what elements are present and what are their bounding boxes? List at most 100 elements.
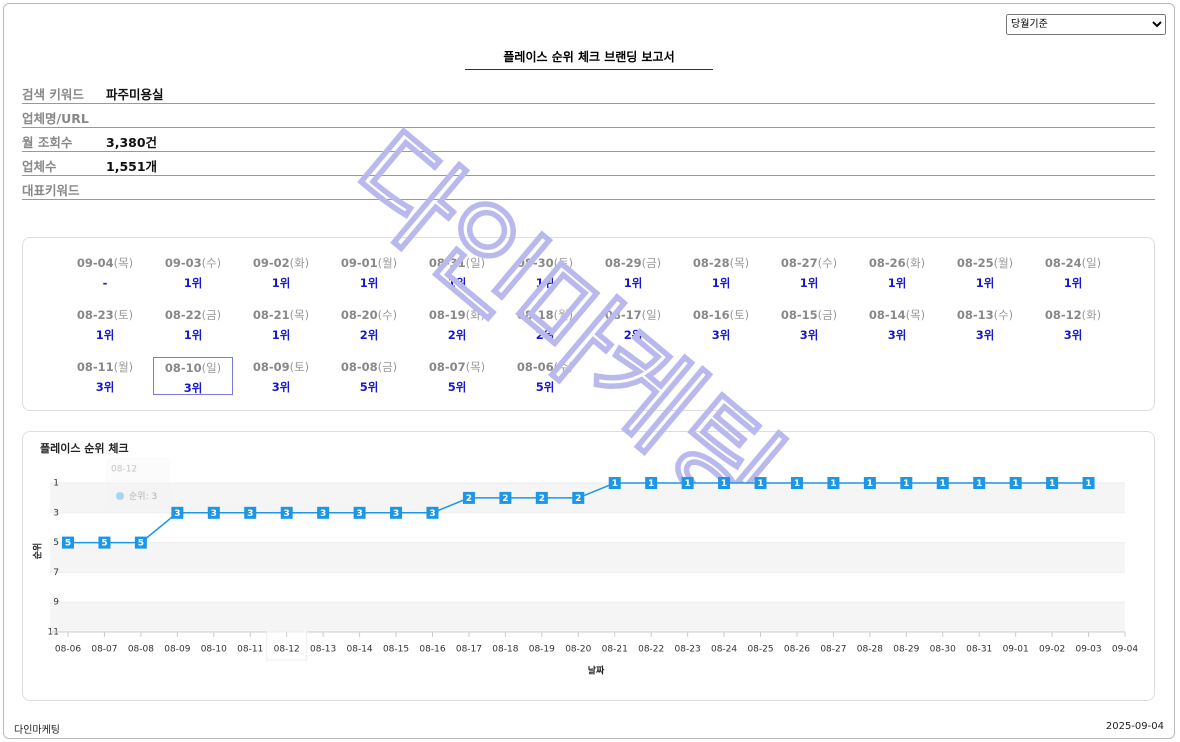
calendar-date-line: 08-27(수) (769, 253, 849, 273)
calendar-rank: 1위 (887, 276, 907, 290)
calendar-cell: 08-09(토) 3위 (241, 357, 321, 395)
calendar-cell: 09-01(월) 1위 (329, 253, 409, 291)
report-title: 플레이스 순위 체크 브랜딩 보고서 (465, 48, 713, 70)
calendar-cell: 08-10(일) 3위 (153, 357, 233, 395)
calendar-weekday: (일) (641, 308, 662, 322)
calendar-date: 08-18 (516, 308, 554, 322)
calendar-weekday: (목) (289, 308, 310, 322)
calendar-date: 08-29 (604, 256, 642, 270)
calendar-date-line: 08-22(금) (153, 305, 233, 325)
calendar-cell: 08-21(목) 1위 (241, 305, 321, 343)
calendar-rank: 1위 (271, 276, 291, 290)
calendar-date: 08-26 (868, 256, 906, 270)
calendar-rank: 1위 (95, 328, 115, 342)
calendar-date-line: 08-17(일) (593, 305, 673, 325)
calendar-weekday: (일) (465, 256, 486, 270)
calendar-weekday: (금) (641, 256, 662, 270)
calendar-rank: 1위 (1063, 276, 1083, 290)
calendar-date: 09-03 (164, 256, 202, 270)
calendar-date-line: 08-28(목) (681, 253, 761, 273)
calendar-cell: 08-16(토) 3위 (681, 305, 761, 343)
calendar-date: 08-14 (868, 308, 906, 322)
calendar-date: 08-17 (604, 308, 642, 322)
calendar-rank: 3위 (1063, 328, 1083, 342)
calendar-date: 08-06 (516, 360, 554, 374)
calendar-rank: 1위 (183, 276, 203, 290)
calendar-weekday: (월) (993, 256, 1014, 270)
calendar-weekday: (토) (289, 360, 310, 374)
calendar-date-line: 08-25(월) (945, 253, 1025, 273)
calendar-cell: 08-31(일) 1위 (417, 253, 497, 291)
calendar-rank: 3위 (711, 328, 731, 342)
calendar-cell: 08-27(수) 1위 (769, 253, 849, 291)
calendar-rank: 3위 (271, 380, 291, 394)
frame (3, 3, 1175, 739)
calendar-date-line: 08-06(수) (505, 357, 585, 377)
calendar-cell: 08-26(화) 1위 (857, 253, 937, 291)
calendar-date: 08-16 (692, 308, 730, 322)
calendar-cell: 08-19(화) 2위 (417, 305, 497, 343)
calendar-weekday: (목) (729, 256, 750, 270)
calendar-rank: - (102, 276, 108, 290)
calendar-date: 09-04 (76, 256, 114, 270)
calendar-weekday: (수) (553, 360, 574, 374)
calendar-date: 08-23 (76, 308, 114, 322)
calendar-date: 08-19 (428, 308, 466, 322)
calendar-date: 08-15 (780, 308, 818, 322)
info-label: 업체명/URL (22, 111, 89, 126)
calendar-rank: 2위 (359, 328, 379, 342)
calendar-date-line: 08-23(토) (65, 305, 145, 325)
calendar-cell: 08-11(월) 3위 (65, 357, 145, 395)
calendar-cell: 09-03(수) 1위 (153, 253, 233, 291)
calendar-date-line: 08-26(화) (857, 253, 937, 273)
info-value: 3,380건 (106, 135, 158, 150)
calendar-date-line: 08-15(금) (769, 305, 849, 325)
info-label: 대표키워드 (22, 183, 80, 198)
calendar-rank: 3위 (799, 328, 819, 342)
calendar-cell: 08-13(수) 3위 (945, 305, 1025, 343)
calendar-weekday: (수) (377, 308, 398, 322)
calendar-rank: 3위 (887, 328, 907, 342)
calendar-cell: 08-14(목) 3위 (857, 305, 937, 343)
calendar-date-line: 08-19(화) (417, 305, 497, 325)
info-row: 검색 키워드 파주미용실 (22, 80, 1155, 104)
calendar-date: 08-13 (956, 308, 994, 322)
calendar-rank: 1위 (271, 328, 291, 342)
calendar-rank: 1위 (623, 276, 643, 290)
calendar-cell: 08-08(금) 5위 (329, 357, 409, 395)
calendar-cell: 08-18(월) 2위 (505, 305, 585, 343)
calendar-date-line: 08-07(목) (417, 357, 497, 377)
calendar-date: 09-01 (340, 256, 378, 270)
info-label: 업체수 (22, 159, 57, 174)
calendar-date: 08-27 (780, 256, 818, 270)
calendar-date: 08-07 (428, 360, 466, 374)
calendar-date-line: 08-10(일) (154, 358, 232, 378)
period-select[interactable]: 당월기준 (1006, 14, 1166, 35)
calendar-rank: 2위 (447, 328, 467, 342)
calendar-date: 09-02 (252, 256, 290, 270)
calendar-date-line: 08-29(금) (593, 253, 673, 273)
calendar-date-line: 08-09(토) (241, 357, 321, 377)
calendar-date-line: 08-18(월) (505, 305, 585, 325)
calendar-weekday: (목) (465, 360, 486, 374)
calendar-cell: 08-29(금) 1위 (593, 253, 673, 291)
info-label: 검색 키워드 (22, 87, 84, 102)
calendar-rank: 3위 (95, 380, 115, 394)
calendar-weekday: (토) (729, 308, 750, 322)
calendar-rank: 5위 (359, 380, 379, 394)
calendar-weekday: (화) (1081, 308, 1102, 322)
calendar-cell: 08-12(화) 3위 (1033, 305, 1113, 343)
calendar-date: 08-09 (252, 360, 290, 374)
calendar-cell: 08-23(토) 1위 (65, 305, 145, 343)
calendar-cell: 08-17(일) 2위 (593, 305, 673, 343)
calendar-rank: 1위 (359, 276, 379, 290)
calendar-weekday: (토) (553, 256, 574, 270)
calendar-date-line: 08-11(월) (65, 357, 145, 377)
calendar-date-line: 08-13(수) (945, 305, 1025, 325)
calendar-cell: 08-06(수) 5위 (505, 357, 585, 395)
calendar-cell: 08-07(목) 5위 (417, 357, 497, 395)
info-value: 파주미용실 (106, 87, 164, 102)
calendar-weekday: (수) (201, 256, 222, 270)
calendar-weekday: (월) (553, 308, 574, 322)
calendar-rank: 1위 (447, 276, 467, 290)
